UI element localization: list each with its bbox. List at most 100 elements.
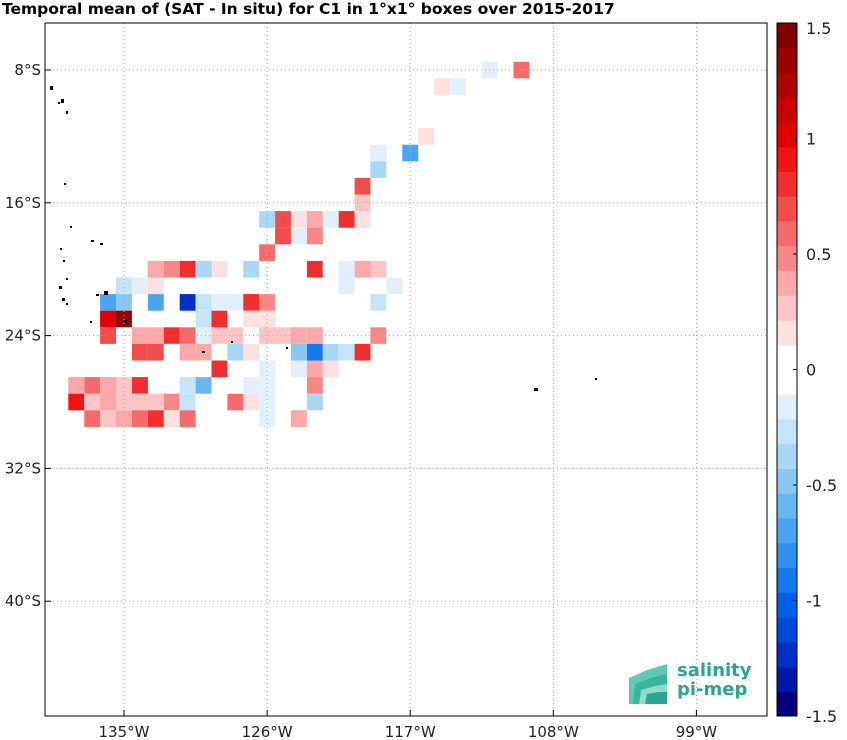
colorbar-segment — [777, 196, 797, 222]
grid-cell — [243, 343, 260, 361]
grid-cell — [179, 343, 196, 361]
grid-cell — [195, 310, 212, 328]
grid-cell — [211, 260, 228, 278]
grid-cell — [195, 377, 212, 394]
grid-cell — [195, 260, 212, 278]
grid-cell — [306, 360, 323, 378]
grid-cell — [290, 393, 307, 411]
grid-cell — [290, 327, 307, 344]
grid-cell — [275, 227, 291, 245]
grid-cell — [370, 144, 387, 162]
grid-cell — [116, 410, 132, 427]
grid-cell — [275, 343, 291, 361]
grid-cell — [290, 360, 307, 378]
grid-cell — [243, 294, 260, 311]
colorbar-segment — [777, 592, 797, 618]
grid-cell — [84, 393, 101, 411]
grid-cell — [195, 294, 212, 311]
colorbar-label: 1 — [806, 130, 816, 149]
logo-icon — [629, 664, 667, 704]
grid-cell — [306, 327, 323, 344]
colorbar-label: -1.5 — [806, 707, 837, 726]
colorbar-segment — [777, 641, 797, 667]
grid-cell — [147, 327, 164, 344]
grid-cell — [116, 393, 132, 411]
grid-cell — [243, 310, 260, 328]
lat-tick-label: 40°S — [5, 592, 41, 610]
grid-cell — [100, 327, 116, 344]
colorbar-label: -1 — [806, 592, 822, 611]
grid-cell — [322, 211, 339, 228]
grid-cell — [243, 360, 260, 378]
grid-cell — [100, 310, 116, 328]
colorbar-segment — [777, 295, 797, 321]
grid-cell — [68, 377, 85, 394]
grid-cell — [84, 377, 101, 394]
colorbar — [776, 22, 798, 717]
grid-cell — [179, 327, 196, 344]
grid-cell — [243, 244, 260, 261]
grid-cell — [243, 260, 260, 278]
grid-cell — [179, 294, 196, 311]
grid-cell — [259, 360, 276, 378]
grid-cell — [132, 377, 148, 394]
chart-title: Temporal mean of (SAT - In situ) for C1 … — [2, 0, 615, 18]
colorbar-segment — [777, 394, 797, 420]
grid-cell — [179, 260, 196, 278]
grid-cell — [259, 294, 276, 311]
grid-cell — [275, 211, 291, 228]
lon-tick-label: 126°W — [242, 723, 293, 740]
lat-tick-label: 8°S — [14, 61, 41, 79]
lat-tick-label: 32°S — [5, 459, 41, 477]
colorbar-segment — [777, 617, 797, 643]
colorbar-label: 0.5 — [806, 245, 831, 264]
colorbar-segment — [777, 666, 797, 692]
grid-cell — [100, 294, 116, 311]
grid-cell — [418, 128, 435, 145]
grid-cell — [147, 294, 164, 311]
colorbar-segment — [777, 419, 797, 445]
grid-cell — [259, 410, 276, 427]
grid-cell — [354, 194, 371, 212]
grid-cell — [132, 277, 148, 295]
colorbar-segment — [777, 171, 797, 197]
lon-tick-labels: 135°W 126°W 117°W 108°W 99°W — [99, 723, 718, 740]
grid-cell — [227, 343, 244, 361]
salinity-pimep-logo: salinity pi-mep — [627, 660, 757, 710]
grid-cell — [179, 393, 196, 411]
grid-cell — [163, 393, 180, 411]
colorbar-segment — [777, 23, 797, 49]
colorbar-labels: 1.5 1 0.5 0 -0.5 -1 -1.5 — [793, 19, 837, 726]
grid-cell — [163, 260, 180, 278]
colorbar-label: 1.5 — [806, 19, 831, 38]
colorbar-segment — [777, 72, 797, 98]
grid-cell — [227, 327, 244, 344]
colorbar-segment — [777, 221, 797, 247]
grid-cell — [195, 327, 212, 344]
grid-cell — [132, 327, 148, 344]
grid-cell — [322, 343, 339, 361]
grid-cell — [354, 211, 371, 228]
colorbar-label: -0.5 — [806, 476, 837, 495]
grid-cell — [211, 310, 228, 328]
grid-cell — [116, 377, 132, 394]
lon-tick-label: 117°W — [385, 723, 436, 740]
grid-cell — [322, 260, 339, 278]
grid-cell — [211, 360, 228, 378]
grid-cell — [275, 360, 291, 378]
grid-cell — [290, 260, 307, 278]
grid-cell — [259, 343, 276, 361]
grid-cell — [211, 343, 228, 361]
grid-cell — [211, 294, 228, 311]
grid-cell — [147, 277, 164, 295]
grid-cell — [116, 277, 132, 295]
grid-cell — [259, 393, 276, 411]
grid-cell — [434, 78, 450, 95]
grid-cell — [290, 227, 307, 245]
grid-cell — [370, 177, 387, 195]
grid-cell — [306, 377, 323, 394]
grid-cell — [306, 227, 323, 245]
grid-cell — [259, 377, 276, 394]
grid-cell — [163, 327, 180, 344]
